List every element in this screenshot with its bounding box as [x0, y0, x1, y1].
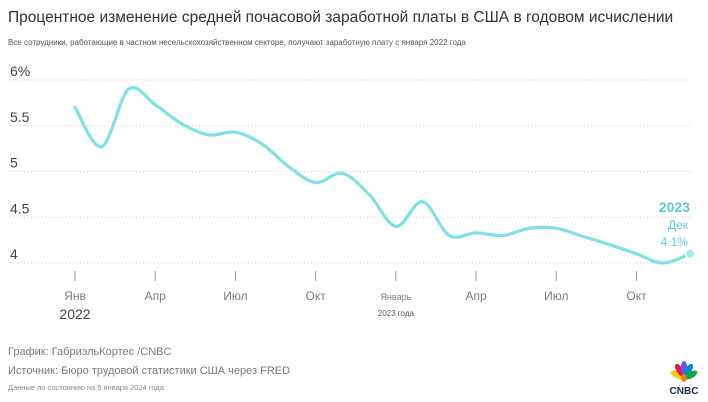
chart-subtitle: Все сотрудники, работающие в частном нес… — [8, 38, 466, 47]
x-tick-label: Июл — [223, 289, 247, 303]
x-tick-label: Янв — [64, 289, 86, 303]
y-tick-label: 4 — [10, 246, 18, 262]
y-tick-label: 5 — [10, 155, 18, 171]
data-source: Источник: Бюро трудовой статистики США ч… — [8, 365, 291, 377]
x-tick-label: Январь — [380, 292, 411, 302]
chart-credit: График: ГабриэльКортес /CNBC — [8, 346, 172, 358]
logo-text: CNBC — [670, 386, 699, 397]
x-tick-label: Окт — [306, 289, 327, 303]
x-tick-label: Июл — [544, 289, 568, 303]
y-tick-label: 4.5 — [10, 200, 30, 216]
annotation-value: 4.1% — [661, 235, 689, 249]
x-tick-label: Окт — [626, 289, 647, 303]
latest-data-point — [685, 248, 695, 259]
y-tick-label: 6% — [10, 63, 30, 79]
x-tick-year-label: 2023 года — [378, 309, 415, 318]
chart-title: Процентное изменение средней почасовой з… — [8, 9, 674, 26]
peacock-icon — [670, 361, 698, 382]
cnbc-peacock-logo: CNBC — [670, 361, 699, 397]
data-date-note: Данные по состоянию на 5 января 2024 год… — [8, 383, 164, 392]
annotation-month: Дек — [668, 218, 689, 232]
x-tick-year-label: 2022 — [59, 306, 90, 322]
x-tick-label: Апр — [145, 289, 167, 303]
y-tick-label: 5.5 — [10, 109, 30, 125]
annotation-year: 2023 — [659, 199, 690, 215]
x-tick-label: Апр — [465, 289, 487, 303]
wage-growth-line — [73, 85, 692, 265]
